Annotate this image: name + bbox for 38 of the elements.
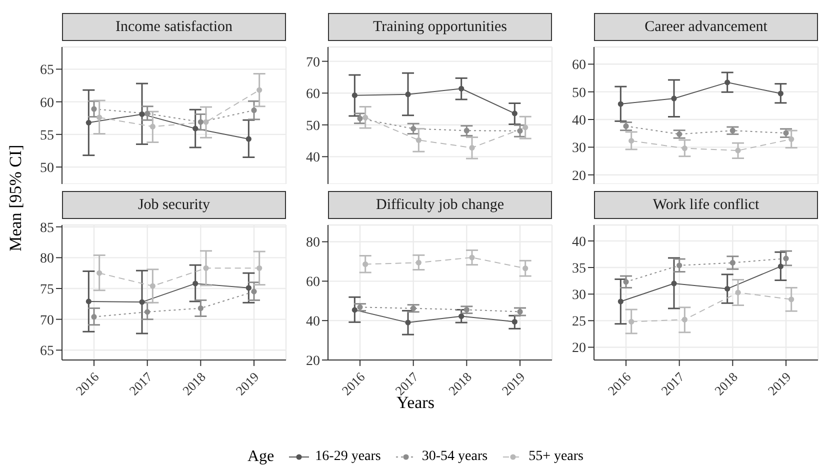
- y-tick-label: 65: [40, 63, 54, 78]
- y-axis-title: Mean [95% CI]: [6, 144, 26, 252]
- legend-label: 16-29 years: [315, 449, 381, 465]
- y-tick-label: 60: [306, 87, 320, 102]
- chart-title: Difficulty job change: [328, 191, 552, 219]
- legend-label: 55+ years: [528, 449, 584, 465]
- y-tick-label: 60: [306, 275, 320, 290]
- chart-title: Job security: [62, 191, 286, 219]
- chart-title: Work life conflict: [594, 191, 818, 219]
- y-tick-label: 80: [40, 252, 54, 267]
- y-tick-label: 50: [572, 86, 586, 101]
- y-tick-label: 40: [306, 150, 320, 166]
- y-tick-label: 75: [40, 282, 54, 298]
- y-tick-label: 20: [572, 168, 586, 184]
- y-tick-label: 50: [306, 118, 320, 134]
- chart-title: Income satisfaction: [62, 13, 286, 41]
- chart-title: Training opportunities: [328, 13, 552, 41]
- y-tick-label: 65: [40, 344, 54, 360]
- y-tick-label: 30: [572, 141, 586, 156]
- legend-label: 30-54 years: [422, 449, 488, 465]
- y-tick-label: 80: [306, 236, 320, 251]
- y-tick-label: 40: [306, 314, 320, 330]
- legend-title: Age: [248, 448, 274, 466]
- y-tick-label: 20: [572, 341, 586, 356]
- y-tick-label: 55: [40, 128, 54, 144]
- y-tick-label: 40: [572, 234, 586, 250]
- y-tick-label: 70: [40, 313, 54, 328]
- chart-title: Career advancement: [594, 13, 818, 41]
- y-tick-label: 25: [572, 314, 586, 330]
- y-tick-label: 50: [40, 161, 54, 176]
- y-tick-label: 60: [40, 96, 54, 111]
- y-tick-label: 40: [572, 113, 586, 128]
- y-tick-label: 70: [306, 55, 320, 70]
- y-tick-label: 30: [572, 288, 586, 304]
- y-tick-label: 60: [572, 58, 586, 74]
- y-tick-label: 35: [572, 261, 586, 276]
- y-tick-label: 20: [306, 354, 320, 369]
- y-tick-label: 85: [40, 220, 54, 236]
